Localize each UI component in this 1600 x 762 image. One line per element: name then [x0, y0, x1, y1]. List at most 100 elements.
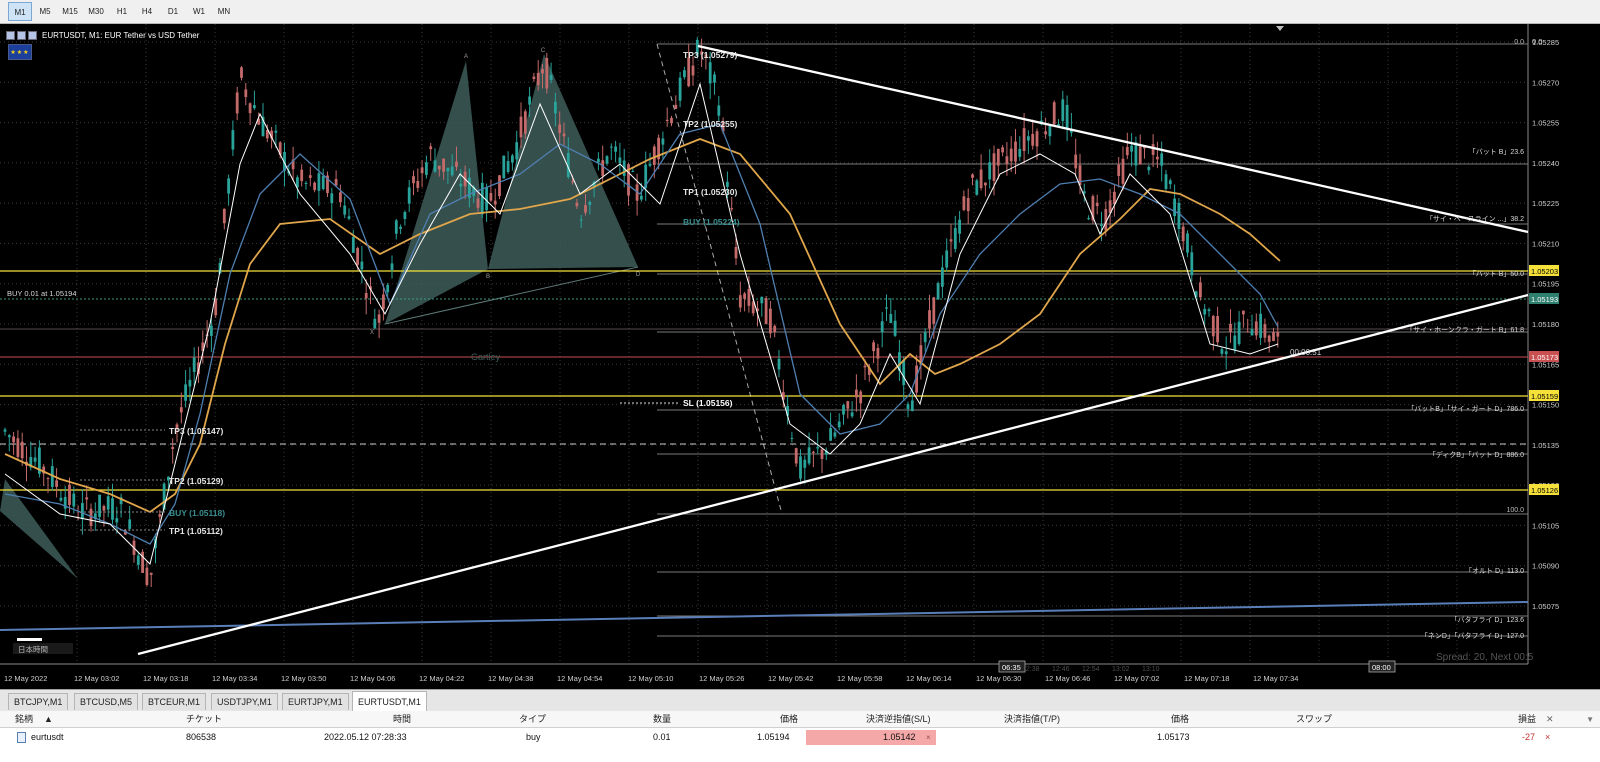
candle-body — [734, 246, 738, 259]
candle-body — [979, 169, 983, 189]
position-label: BUY 0.01 at 1.05194 — [7, 289, 77, 298]
timeframe-h1[interactable]: H1 — [116, 7, 128, 16]
header-symbol[interactable]: 銘柄 — [15, 714, 34, 724]
time-axis-label: 12 May 03:34 — [212, 674, 257, 683]
time-axis-label: 12 May 07:18 — [1184, 674, 1229, 683]
header-swap[interactable]: スワップ — [1296, 714, 1333, 724]
candle-body — [1052, 102, 1056, 125]
header-profit[interactable]: 損益 — [1518, 714, 1537, 724]
jp-time-box — [13, 643, 73, 654]
timeframe-h4[interactable]: H4 — [141, 7, 153, 16]
timeframe-m15[interactable]: M15 — [62, 7, 78, 16]
candle-body — [1242, 310, 1245, 315]
candle-body — [992, 153, 996, 181]
candle-body — [420, 167, 424, 174]
scroll-down-icon[interactable]: ▼ — [1586, 715, 1594, 724]
time-axis-label: 12 May 04:06 — [350, 674, 395, 683]
price-tag-box — [1529, 484, 1559, 495]
candle-body — [571, 181, 574, 183]
candle-body — [343, 205, 347, 215]
candle-body — [1173, 198, 1176, 217]
time-axis-label: 12 May 06:30 — [976, 674, 1021, 683]
candle-body — [523, 111, 527, 134]
sl-cell-highlight[interactable] — [806, 730, 936, 745]
time-axis-label: 12 May 05:42 — [768, 674, 813, 683]
candle-body — [231, 130, 235, 150]
chart-control-icon[interactable] — [17, 30, 26, 40]
candle-body — [450, 166, 454, 176]
candle-body — [244, 89, 248, 97]
symbol-tab-btcusd-m5[interactable]: BTCUSD,M5 — [74, 693, 139, 710]
time-axis-label: 12 May 06:46 — [1045, 674, 1090, 683]
candle-body — [89, 508, 93, 526]
candle-body — [3, 429, 7, 432]
timeframe-mn[interactable]: MN — [217, 7, 231, 16]
header-price[interactable]: 価格 — [780, 714, 799, 724]
candle-body — [149, 572, 153, 575]
candle-body — [317, 173, 321, 191]
candle-body — [425, 162, 428, 175]
timeframe-m5[interactable]: M5 — [39, 7, 51, 16]
timeframe-d1[interactable]: D1 — [167, 7, 179, 16]
price-axis-label: 1.05165 — [1532, 360, 1559, 369]
price-axis-label: 1.05270 — [1532, 78, 1559, 87]
table-close-icon[interactable]: ✕ — [1546, 714, 1554, 724]
candle-body — [824, 450, 828, 455]
chart-canvas[interactable]: TP3 (1.05279) TP2 (1.05255) TP1 (1.05230) B… — [0, 24, 1600, 689]
symbol-tab-eurtusdt-m1[interactable]: EURTUSDT,M1 — [352, 691, 427, 711]
candle-body — [201, 342, 205, 351]
header-tp[interactable]: 決済指値(T/P) — [1004, 714, 1060, 724]
timeframe-m1[interactable]: M1 — [8, 2, 32, 21]
candle-body — [1078, 165, 1082, 186]
candle-body — [1216, 316, 1219, 343]
symbol-tab-usdtjpy-m1[interactable]: USDTJPY,M1 — [211, 693, 278, 710]
timeframe-m30[interactable]: M30 — [88, 7, 104, 16]
header-current-price[interactable]: 価格 — [1171, 714, 1190, 724]
header-type[interactable]: タイプ — [519, 714, 547, 724]
candle-body — [1181, 226, 1185, 242]
candle-body — [38, 447, 41, 474]
chart-control-icon[interactable] — [6, 30, 15, 40]
header-ticket[interactable]: チケット — [186, 714, 223, 724]
candle-body — [1246, 331, 1250, 333]
price-chart[interactable]: TP3 (1.05279) TP2 (1.05255) TP1 (1.05230) B… — [0, 24, 1600, 689]
price-axis-label: 0.0 — [1532, 37, 1542, 46]
ascending-trendline — [137, 293, 1529, 656]
table-row[interactable]: eurtusdt 806538 2022.05.12 07:28:33 buy … — [0, 728, 1600, 747]
candle-body — [291, 159, 295, 170]
candle-body — [665, 119, 669, 122]
candle-body — [996, 148, 1000, 166]
candle-body — [1031, 133, 1035, 146]
candle-body — [893, 320, 897, 336]
fib-level-label: 「バットB」「サイ・ガート D」786.0 — [1407, 404, 1524, 413]
candle-body — [429, 146, 433, 150]
fib-hundred-label: 100.0 — [1506, 507, 1524, 514]
symbol-tab-btceur-m1[interactable]: BTCEUR,M1 — [142, 693, 207, 710]
candle-body — [270, 130, 273, 139]
price-axis-label: 1.05255 — [1532, 119, 1559, 128]
row-close-icon[interactable]: × — [1545, 732, 1551, 742]
candle-body — [1224, 351, 1228, 355]
row-sl[interactable]: 1.05142 — [883, 732, 916, 742]
header-volume[interactable]: 数量 — [653, 714, 672, 724]
candle-body — [928, 310, 931, 329]
candle-body — [377, 314, 381, 323]
candle-body — [184, 384, 187, 401]
chart-control-icon[interactable] — [28, 30, 37, 40]
candle-body — [162, 483, 166, 510]
candle-body — [1220, 349, 1224, 354]
timeframe-w1[interactable]: W1 — [193, 7, 205, 16]
candle-body — [1044, 131, 1047, 135]
candle-body — [528, 96, 531, 105]
candle-body — [773, 325, 777, 333]
header-time[interactable]: 時間 — [393, 714, 412, 724]
symbol-tab-btcjpy-m1[interactable]: BTCJPY,M1 — [8, 693, 69, 710]
candle-body — [756, 308, 759, 312]
symbol-tab-eurtjpy-m1[interactable]: EURTJPY,M1 — [282, 693, 349, 710]
candle-body — [339, 192, 342, 203]
header-sl[interactable]: 決済逆指値(S/L) — [866, 714, 931, 724]
candle-body — [786, 405, 789, 416]
sl-close-icon[interactable]: × — [926, 733, 931, 742]
candle-body — [308, 175, 312, 178]
candle-body — [300, 169, 304, 182]
